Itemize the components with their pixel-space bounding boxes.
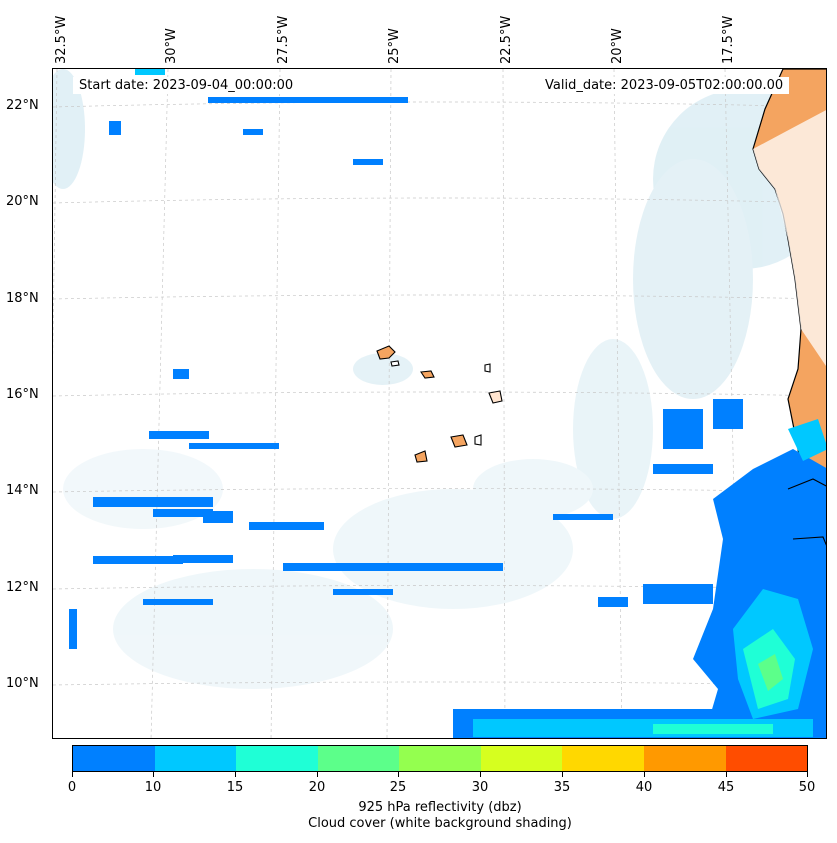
colorbar-segment (725, 746, 808, 771)
colorbar-title-line2: Cloud cover (white background shading) (308, 816, 572, 831)
reflectivity-convective-complex (473, 419, 826, 738)
lat-label-10n: 10°N (6, 676, 39, 691)
colorbar-segment (154, 746, 237, 771)
colorbar-tick-label: 50 (798, 780, 816, 795)
colorbar-tick (807, 772, 808, 777)
colorbar-segment (480, 746, 563, 771)
colorbar-tick-label: 25 (389, 780, 407, 795)
coastline-detail (787, 478, 826, 546)
colorbar-tick (562, 772, 563, 777)
lon-label-30w: 30°W (164, 28, 179, 64)
colorbar-tick (235, 772, 236, 777)
colorbar-tick (317, 772, 318, 777)
cape-verde-islands (376, 345, 503, 463)
colorbar-tick (398, 772, 399, 777)
colorbar-tick-label: 30 (471, 780, 489, 795)
lat-label-16n: 16°N (6, 387, 39, 402)
colorbar-tick (726, 772, 727, 777)
map-panel: Start date: 2023-09-04_00:00:00 Valid_da… (52, 68, 827, 739)
colorbar-tick (72, 772, 73, 777)
colorbar-tick (644, 772, 645, 777)
reflectivity-colorbar (72, 745, 808, 772)
colorbar-tick-label: 35 (553, 780, 571, 795)
lat-label-20n: 20°N (6, 194, 39, 209)
colorbar-segment (643, 746, 726, 771)
lon-label-32-5w: 32.5°W (54, 15, 69, 64)
lon-label-27-5w: 27.5°W (276, 15, 291, 64)
start-date-label: Start date: 2023-09-04_00:00:00 (73, 77, 300, 94)
lon-label-25w: 25°W (387, 28, 402, 64)
graticule (53, 69, 826, 738)
colorbar-tick-label: 15 (226, 780, 244, 795)
lat-label-14n: 14°N (6, 483, 39, 498)
colorbar-tick (480, 772, 481, 777)
colorbar-tick-label: 20 (308, 780, 326, 795)
colorbar-tick-label: 45 (717, 780, 735, 795)
colorbar-segment (73, 746, 155, 771)
lat-label-22n: 22°N (6, 98, 39, 113)
lat-label-12n: 12°N (6, 580, 39, 595)
lat-label-18n: 18°N (6, 291, 39, 306)
colorbar-segment (562, 746, 644, 771)
lon-label-22-5w: 22.5°W (499, 15, 514, 64)
colorbar-title-line1: 925 hPa reflectivity (dbz) (358, 800, 522, 815)
map-canvas (53, 69, 826, 738)
colorbar-tick (153, 772, 154, 777)
colorbar-segment (236, 746, 318, 771)
colorbar-tick-label: 0 (67, 780, 77, 795)
colorbar-segment (399, 746, 481, 771)
colorbar-tick-label: 10 (144, 780, 162, 795)
lon-label-20w: 20°W (610, 28, 625, 64)
lon-label-17-5w: 17.5°W (721, 15, 736, 64)
colorbar-title: 925 hPa reflectivity (dbz) Cloud cover (… (0, 800, 837, 832)
colorbar-tick-label: 40 (635, 780, 653, 795)
valid-date-label: Valid_date: 2023-09-05T02:00:00.00 (539, 77, 790, 94)
colorbar-segment (317, 746, 400, 771)
